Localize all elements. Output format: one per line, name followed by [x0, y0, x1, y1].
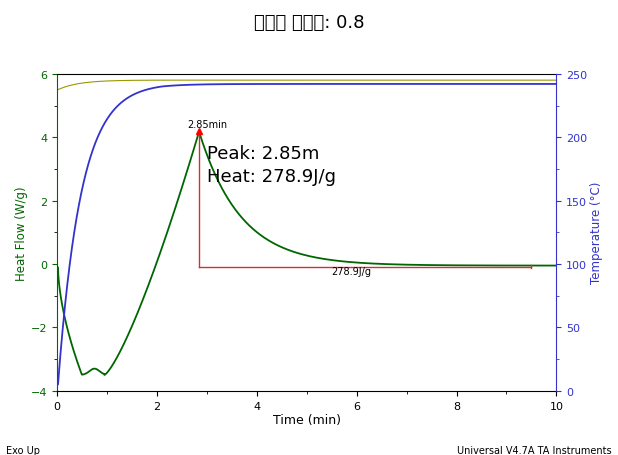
Text: Peak: 2.85m
Heat: 278.9J/g: Peak: 2.85m Heat: 278.9J/g	[207, 144, 336, 186]
X-axis label: Time (min): Time (min)	[273, 414, 341, 426]
Text: 2.85min: 2.85min	[187, 120, 227, 130]
Y-axis label: Temperature (°C): Temperature (°C)	[590, 182, 603, 284]
Text: Universal V4.7A TA Instruments: Universal V4.7A TA Instruments	[457, 445, 612, 455]
Text: 경화제 당량비: 0.8: 경화제 당량비: 0.8	[254, 14, 364, 31]
Y-axis label: Heat Flow (W/g): Heat Flow (W/g)	[15, 186, 28, 280]
Text: Exo Up: Exo Up	[6, 445, 40, 455]
Text: 278.9J/g: 278.9J/g	[332, 266, 371, 276]
